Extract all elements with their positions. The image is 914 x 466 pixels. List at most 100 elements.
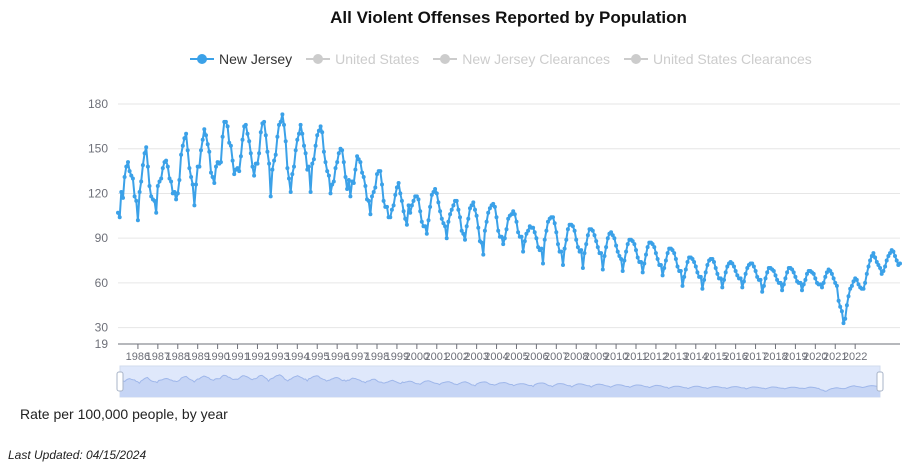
data-point[interactable] xyxy=(502,236,507,241)
data-point[interactable] xyxy=(250,164,255,169)
data-point[interactable] xyxy=(189,175,194,179)
data-point[interactable] xyxy=(298,122,303,127)
data-point[interactable] xyxy=(521,249,526,254)
data-point[interactable] xyxy=(353,167,358,172)
data-point[interactable] xyxy=(532,230,537,235)
data-point[interactable] xyxy=(142,151,147,156)
data-point[interactable] xyxy=(429,192,434,197)
data-point[interactable] xyxy=(169,179,174,184)
data-point[interactable] xyxy=(690,257,695,261)
data-point[interactable] xyxy=(325,169,330,174)
data-point[interactable] xyxy=(419,219,424,224)
data-point[interactable] xyxy=(351,181,356,185)
data-point[interactable] xyxy=(187,166,192,171)
data-point[interactable] xyxy=(280,112,285,117)
data-point[interactable] xyxy=(798,280,803,285)
data-point[interactable] xyxy=(152,198,157,203)
data-point[interactable] xyxy=(873,255,878,260)
data-point[interactable] xyxy=(389,207,394,212)
data-point[interactable] xyxy=(295,137,300,142)
zoom-handle-right[interactable] xyxy=(876,371,884,392)
data-point[interactable] xyxy=(257,151,262,156)
data-point[interactable] xyxy=(718,276,723,281)
data-point[interactable] xyxy=(375,172,379,177)
data-point[interactable] xyxy=(682,274,687,279)
data-point[interactable] xyxy=(673,257,678,261)
data-point[interactable] xyxy=(843,316,848,321)
data-point[interactable] xyxy=(703,270,708,275)
data-point[interactable] xyxy=(658,263,663,267)
legend-item-united-states[interactable]: United States xyxy=(306,51,419,67)
data-point[interactable] xyxy=(433,187,438,191)
data-point[interactable] xyxy=(773,273,778,278)
data-point[interactable] xyxy=(159,176,164,181)
data-point[interactable] xyxy=(345,187,350,191)
data-point[interactable] xyxy=(310,161,315,166)
data-point[interactable] xyxy=(582,251,587,256)
data-point[interactable] xyxy=(514,219,519,224)
data-point[interactable] xyxy=(424,231,429,236)
data-point[interactable] xyxy=(454,198,459,203)
data-point[interactable] xyxy=(277,122,281,127)
data-point[interactable] xyxy=(292,164,296,169)
data-point[interactable] xyxy=(864,271,869,276)
data-point[interactable] xyxy=(326,173,331,178)
data-point[interactable] xyxy=(127,169,132,174)
data-point[interactable] xyxy=(458,215,462,220)
data-point[interactable] xyxy=(572,228,577,233)
data-point[interactable] xyxy=(562,246,567,251)
data-point[interactable] xyxy=(486,210,491,215)
data-point[interactable] xyxy=(268,194,273,199)
data-point[interactable] xyxy=(235,166,240,171)
data-point[interactable] xyxy=(539,246,544,251)
data-point[interactable] xyxy=(446,219,451,224)
data-point[interactable] xyxy=(137,190,142,194)
data-point[interactable] xyxy=(609,230,614,235)
data-point[interactable] xyxy=(311,157,316,162)
data-point[interactable] xyxy=(702,277,707,282)
data-point[interactable] xyxy=(451,203,456,208)
data-point[interactable] xyxy=(270,167,275,172)
data-point[interactable] xyxy=(780,288,785,293)
data-point[interactable] xyxy=(185,148,190,153)
data-point[interactable] xyxy=(874,260,879,264)
data-point[interactable] xyxy=(380,182,384,187)
data-point[interactable] xyxy=(240,137,245,142)
data-point[interactable] xyxy=(579,248,584,253)
data-point[interactable] xyxy=(839,309,844,314)
data-point[interactable] xyxy=(245,131,250,136)
data-point[interactable] xyxy=(634,248,638,253)
data-point[interactable] xyxy=(871,251,876,256)
data-point[interactable] xyxy=(730,261,735,266)
data-point[interactable] xyxy=(272,158,277,163)
data-point[interactable] xyxy=(434,191,439,196)
data-point[interactable] xyxy=(300,131,305,136)
data-point[interactable] xyxy=(640,270,645,275)
data-point[interactable] xyxy=(778,280,783,285)
data-point[interactable] xyxy=(575,245,580,250)
data-point[interactable] xyxy=(526,228,531,233)
data-point[interactable] xyxy=(635,255,640,260)
data-point[interactable] xyxy=(893,254,897,258)
data-point[interactable] xyxy=(771,269,776,273)
data-point[interactable] xyxy=(821,280,826,285)
data-point[interactable] xyxy=(820,285,824,290)
data-point[interactable] xyxy=(331,179,336,184)
data-point[interactable] xyxy=(275,134,280,139)
data-point[interactable] xyxy=(404,222,409,227)
data-point[interactable] xyxy=(214,164,218,169)
data-point[interactable] xyxy=(894,258,899,263)
data-point[interactable] xyxy=(439,216,444,221)
data-point[interactable] xyxy=(692,260,697,264)
data-point[interactable] xyxy=(755,274,760,279)
data-point[interactable] xyxy=(851,279,856,284)
data-point[interactable] xyxy=(258,130,263,135)
data-point[interactable] xyxy=(126,160,130,165)
data-point[interactable] xyxy=(765,270,770,275)
data-point[interactable] xyxy=(482,228,487,233)
data-point[interactable] xyxy=(693,264,698,269)
data-point[interactable] xyxy=(733,269,738,273)
data-point[interactable] xyxy=(255,161,260,166)
data-point[interactable] xyxy=(487,206,492,211)
data-point[interactable] xyxy=(305,167,310,172)
